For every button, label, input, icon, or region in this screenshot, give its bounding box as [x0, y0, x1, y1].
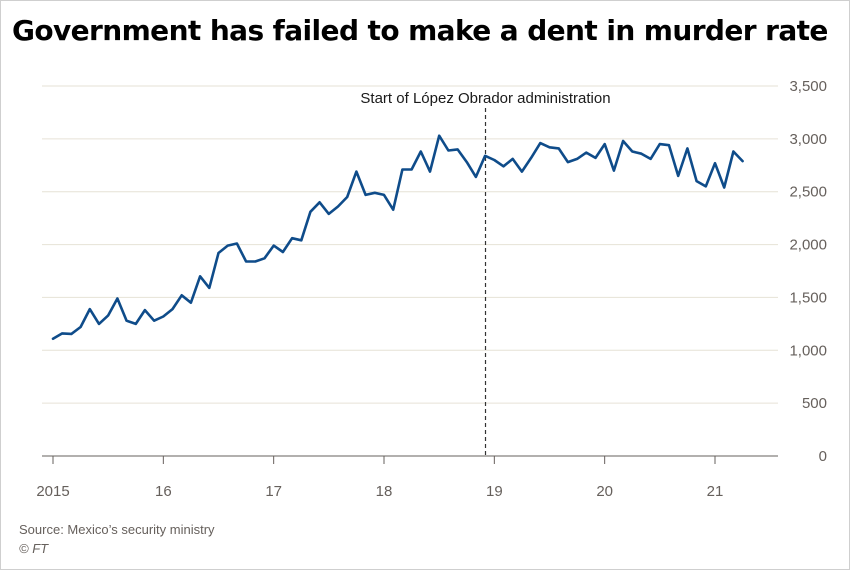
x-tick-label: 21 [707, 483, 724, 500]
series-group [51, 134, 744, 341]
series-line [51, 134, 744, 341]
annotation-label: Start of López Obrador administration [360, 90, 610, 107]
x-tick-label: 17 [265, 483, 282, 500]
y-tick-label: 0 [819, 448, 827, 465]
x-tick-label: 20 [596, 483, 613, 500]
y-tick-label: 2,500 [789, 184, 827, 201]
y-tick-label: 1,500 [789, 289, 827, 306]
y-tick-label: 500 [802, 395, 827, 412]
y-tick-label: 3,500 [789, 78, 827, 95]
x-tick-label: 18 [376, 483, 393, 500]
source-note: Source: Mexico’s security ministry [19, 522, 215, 537]
gridlines [42, 85, 778, 404]
y-tick-label: 3,000 [789, 131, 827, 148]
credit-note: © FT [19, 541, 49, 556]
y-tick-label: 1,000 [789, 342, 827, 359]
y-axis-ticks: 0 500 1,000 1,500 2,000 2,500 3,000 3,500 [789, 78, 827, 465]
line-chart: 0 500 1,000 1,500 2,000 2,500 3,000 3,500 2015 1… [36, 78, 827, 500]
x-tick-label: 2015 [36, 483, 69, 500]
x-tick-label: 19 [486, 483, 503, 500]
y-tick-label: 2,000 [789, 237, 827, 254]
chart-title: Government has failed to make a dent in … [12, 14, 828, 47]
annotation-group: Start of López Obrador administration [360, 90, 611, 456]
x-tick-label: 16 [155, 483, 172, 500]
x-axis: 2015 16 17 18 19 20 21 [36, 455, 778, 500]
